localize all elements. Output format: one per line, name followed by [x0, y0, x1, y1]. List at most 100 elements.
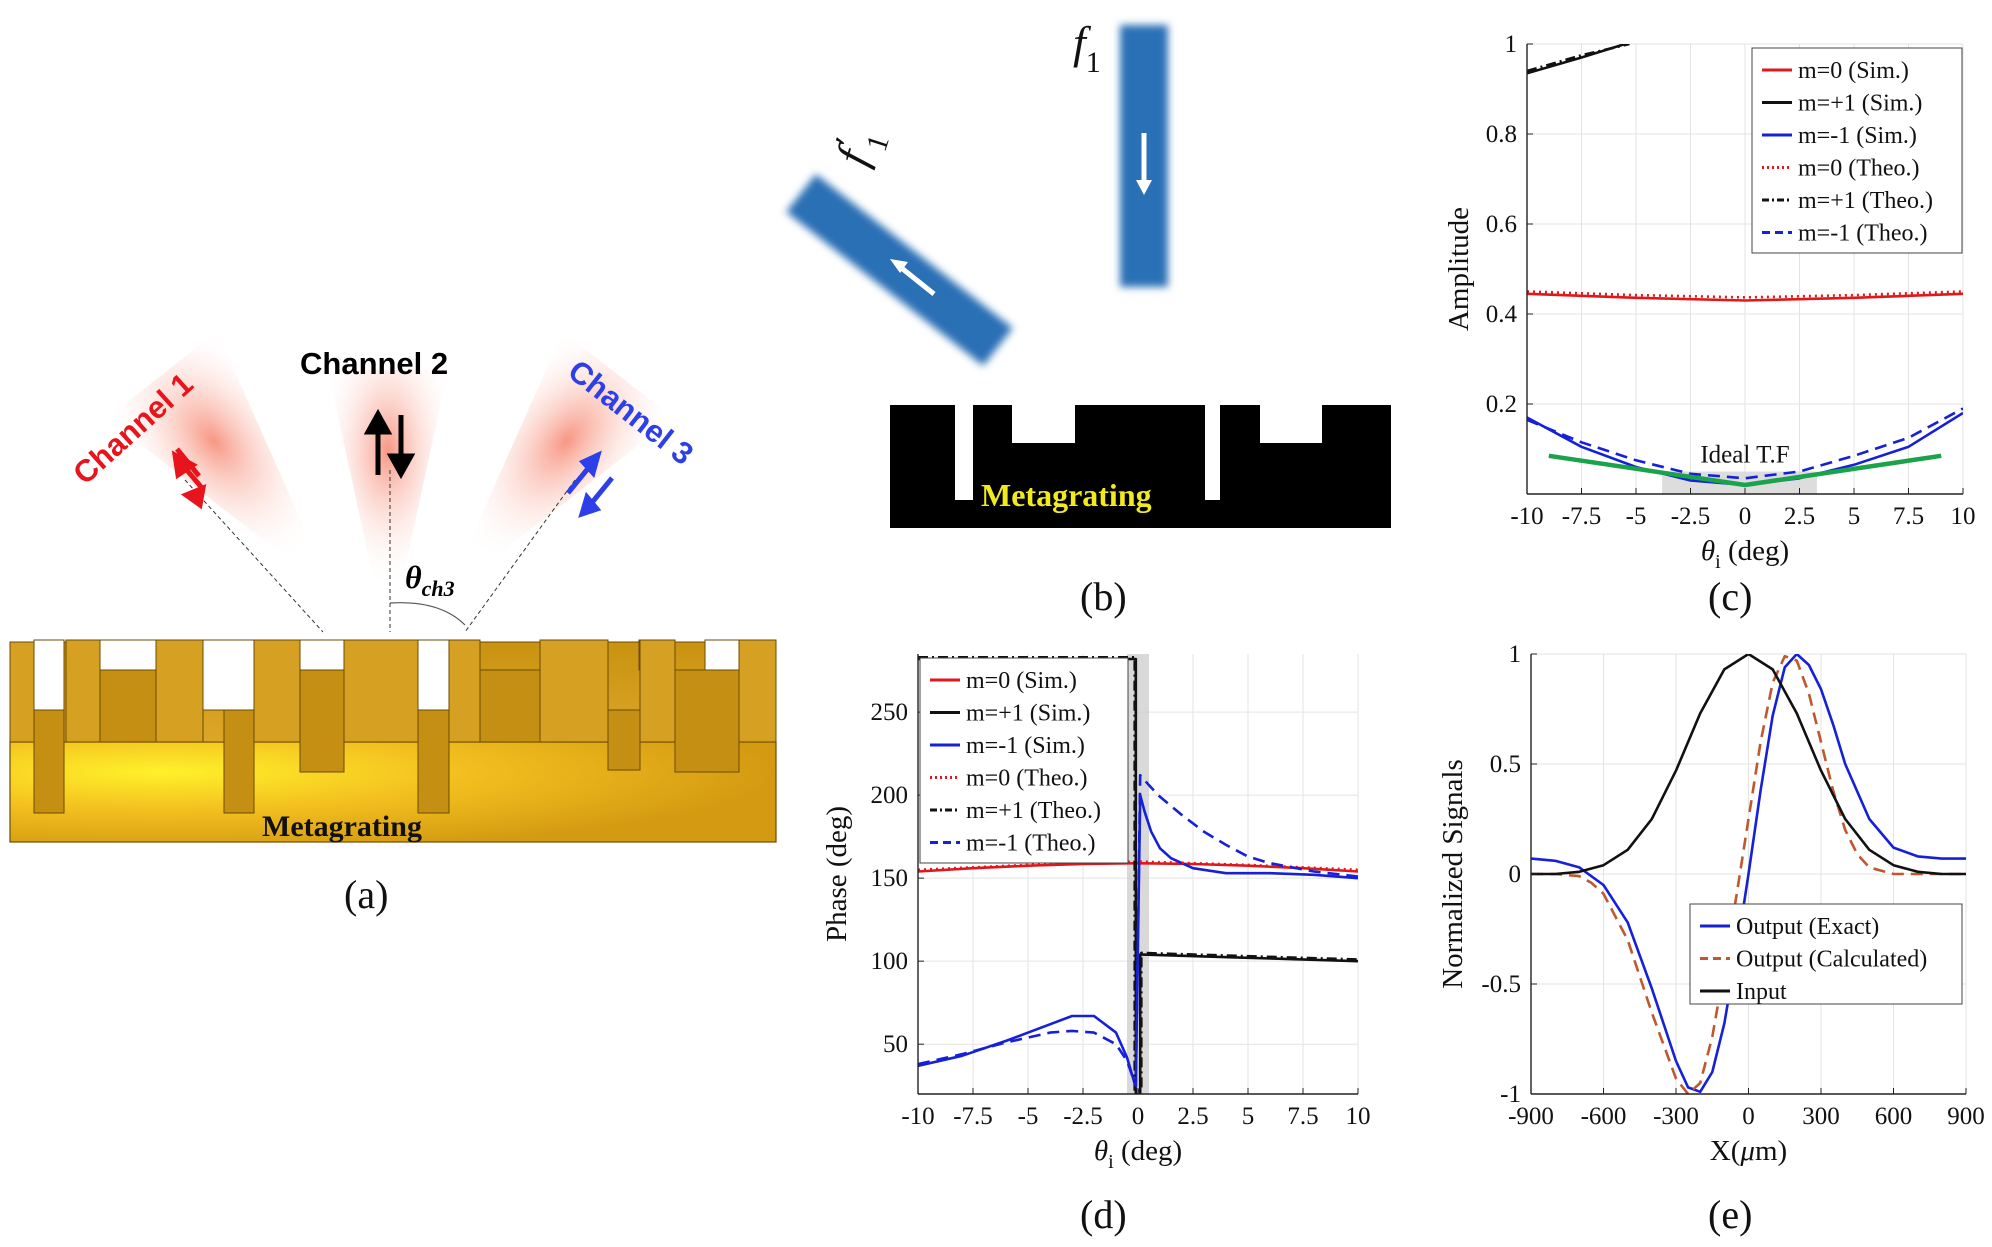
legend-entry: Output (Calculated): [1736, 947, 1927, 973]
series-group: [1527, 44, 1963, 488]
x-tick-label: -7.5: [1562, 503, 1602, 530]
legend-entry: m=0 (Theo.): [966, 766, 1088, 792]
legend-entry: m=0 (Theo.): [1798, 156, 1920, 182]
y-axis-label: Phase (deg): [821, 806, 853, 942]
series-group: [918, 655, 1358, 1094]
legend-entry: m=0 (Sim.): [966, 668, 1077, 694]
legend: m=0 (Sim.) m=+1 (Sim.) m=-1 (Sim.) m=0 (The…: [1751, 47, 1963, 254]
series-line: [1527, 44, 1630, 73]
caption: (e): [1708, 1192, 1752, 1237]
y-tick-label: 200: [871, 782, 909, 809]
series-line: [918, 657, 1358, 1094]
arrow-down-icon: [1136, 133, 1152, 195]
x-tick-label: -2.5: [1671, 503, 1711, 530]
glow-channel-3: [462, 331, 674, 571]
y-tick-label: 100: [871, 948, 909, 975]
legend: Output (Exact) Output (Calculated) Input: [1689, 903, 1963, 1005]
glow-channel-1: [106, 331, 318, 571]
chart-phase: -10 -7.5 -5 -2.5 0 2.5 5 7.5 10 50 100 150 200 250 Pha…: [821, 654, 1371, 1237]
caption: (c): [1708, 574, 1752, 619]
x-axis-label: θi (deg): [1094, 1135, 1182, 1173]
x-tick-label: -300: [1653, 1103, 1699, 1130]
y-tick-label: 0.4: [1486, 301, 1518, 328]
y-axis-label: Normalized Signals: [1437, 759, 1469, 989]
series-line: [918, 773, 1358, 1087]
x-tick-label: -2.5: [1063, 1103, 1103, 1130]
y-tick-label: -0.5: [1481, 971, 1521, 998]
x-tick-label: -10: [1510, 503, 1543, 530]
caption-b: (b): [1080, 574, 1127, 619]
caption-a: (a): [344, 872, 388, 917]
x-tick-label: -7.5: [953, 1103, 993, 1130]
legend-box: [919, 657, 1129, 864]
x-tick-label: 5: [1242, 1103, 1255, 1130]
panel-b: f1 f′1 Metagrating (b): [786, 17, 1391, 619]
metagrating-b: Metagrating: [890, 405, 1391, 528]
x-tick-label: 10: [1346, 1103, 1371, 1130]
y-tick-label: -1: [1500, 1081, 1521, 1108]
x-axis-label-unit: (deg): [1114, 1135, 1182, 1167]
x-axis-label-symbol: θ: [1094, 1135, 1108, 1167]
legend-box: [1751, 47, 1963, 254]
x-tick-label: 10: [1951, 503, 1976, 530]
channel-3-arrows-icon: [566, 450, 614, 518]
x-tick-label: 7.5: [1893, 503, 1924, 530]
x-tick-label: -10: [901, 1103, 934, 1130]
x-tick-label: 5: [1848, 503, 1861, 530]
legend-entry: m=+1 (Theo.): [1798, 188, 1933, 214]
channel-2-arrows-icon: [363, 408, 416, 480]
y-tick-label: 50: [883, 1031, 908, 1058]
x-tick-label: -600: [1581, 1103, 1627, 1130]
x-tick-label: 7.5: [1287, 1103, 1318, 1130]
x-tick-label: -900: [1508, 1103, 1554, 1130]
series-line: [1531, 654, 1966, 876]
legend-entry: m=+1 (Theo.): [966, 798, 1101, 824]
theta-ch3-label: θch3: [405, 559, 455, 601]
metagrating-label-b: Metagrating: [981, 477, 1152, 513]
series-line: [1527, 407, 1963, 480]
legend-entry: m=0 (Sim.): [1798, 58, 1909, 84]
series-line: [918, 655, 1358, 1092]
channel-1-arrows-icon: [171, 447, 207, 510]
series-line: [1527, 292, 1963, 302]
f1-prime-label: f′1: [824, 121, 896, 174]
x-axis-label-sub: i: [1715, 551, 1721, 573]
legend-entry: m=-1 (Theo.): [1798, 221, 1928, 247]
legend-entry: m=+1 (Sim.): [1798, 91, 1922, 117]
series-line: [1531, 654, 1966, 1094]
x-axis-label: X(μm): [1710, 1135, 1787, 1167]
legend-entry: Output (Exact): [1736, 914, 1879, 940]
x-tick-label: 2.5: [1177, 1103, 1208, 1130]
y-axis-label: Amplitude: [1443, 207, 1475, 331]
legend: m=0 (Sim.) m=+1 (Sim.) m=-1 (Sim.) m=0 (The…: [919, 657, 1129, 864]
series-line: [918, 860, 1358, 872]
x-tick-label: 900: [1947, 1103, 1985, 1130]
ideal-tf-annotation: Ideal T.F: [1700, 442, 1789, 469]
y-tick-label: 1: [1505, 31, 1518, 58]
x-tick-label: 2.5: [1784, 503, 1815, 530]
x-axis-label-symbol: θ: [1701, 535, 1715, 567]
x-axis-label: θi (deg): [1701, 535, 1789, 573]
y-tick-label: 250: [871, 699, 909, 726]
metagrating-label-a: Metagrating: [262, 810, 422, 843]
series-line: [1531, 654, 1966, 1094]
theta-arc: [389, 602, 466, 626]
chart-amplitude: -10 -7.5 -5 -2.5 0 2.5 5 7.5 10 0.2 0.4 0.6 0.8 1 Ampl…: [1443, 31, 1976, 619]
y-tick-label: 0: [1509, 861, 1522, 888]
y-tick-label: 1: [1509, 641, 1522, 668]
legend-entry: m=+1 (Sim.): [966, 701, 1090, 727]
x-tick-label: -5: [1018, 1103, 1039, 1130]
channel-1-axis: [184, 479, 324, 633]
legend-entry: m=-1 (Sim.): [966, 733, 1085, 759]
y-tick-label: 0.6: [1486, 211, 1517, 238]
x-tick-label: 0: [1742, 1103, 1755, 1130]
x-tick-label: 0: [1739, 503, 1752, 530]
x-axis-label-unit: m): [1755, 1135, 1787, 1167]
panel-a: Channel 1 Channel 2 Channel 3 θch3: [9, 331, 777, 917]
metagrating-base: [9, 741, 777, 843]
channel-2-label: Channel 2: [300, 346, 448, 381]
arrow-up-left-icon: [890, 259, 936, 296]
y-tick-label: 0.2: [1486, 391, 1517, 418]
metagrating-a: Metagrating: [9, 639, 777, 843]
